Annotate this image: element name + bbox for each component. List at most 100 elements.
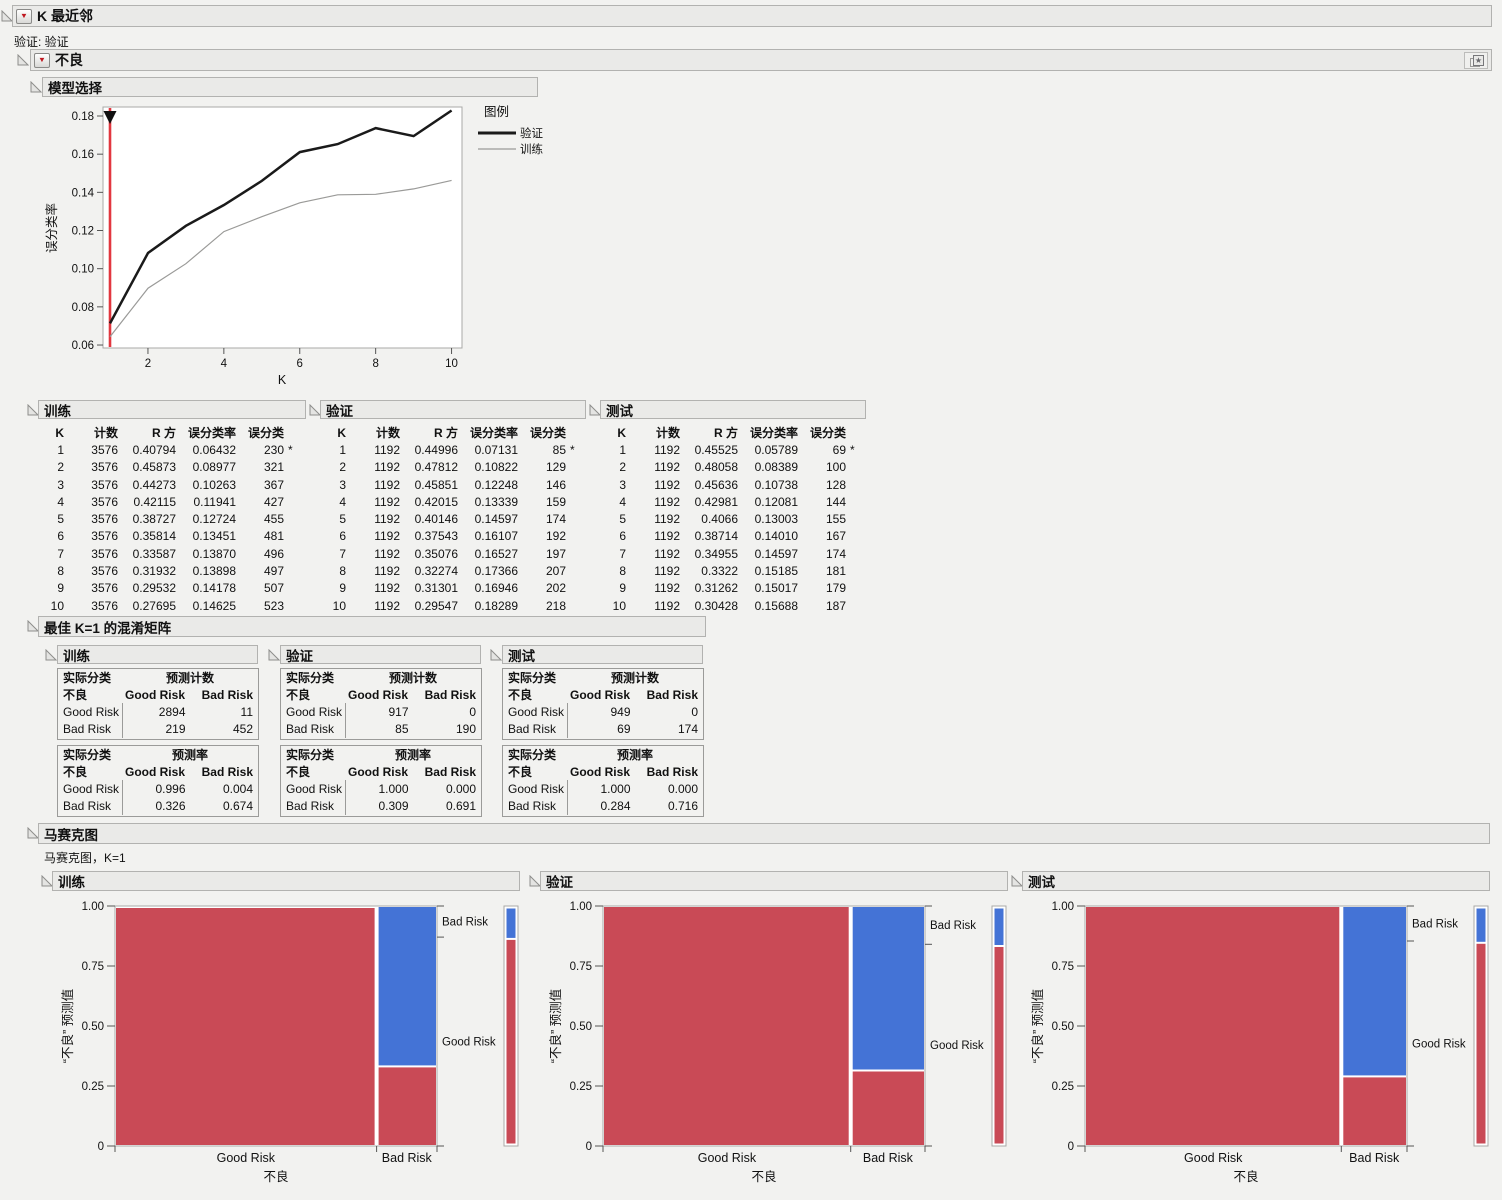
cell: 0.38714 xyxy=(694,529,738,544)
margin-segment-bad-risk[interactable] xyxy=(506,908,516,938)
section-title: 验证 xyxy=(326,403,353,419)
disclosure-open-icon[interactable] xyxy=(27,404,39,416)
table-row: 1 3576 0.40794 0.06432 230 * xyxy=(28,441,300,458)
cell: 0.44996 xyxy=(414,442,458,457)
margin-segment-good-risk[interactable] xyxy=(994,947,1004,1144)
red-triangle-menu-button[interactable]: ▼ xyxy=(16,8,32,24)
selected-k-marker[interactable] xyxy=(103,111,117,124)
mosaic-plot-validation: 1.00 0.75 0.50 0.25 0 Good Risk Bad Risk 不良 “不良”… xyxy=(540,898,1008,1190)
cell: 0.27695 xyxy=(132,598,176,613)
table-row: 4 1192 0.42981 0.12081 144 xyxy=(590,493,862,510)
column-header: R 方 xyxy=(433,426,458,441)
table-row: 5 3576 0.38727 0.12724 455 xyxy=(28,510,300,527)
cell: 0.14625 xyxy=(192,598,236,613)
row-label: Bad Risk xyxy=(508,799,557,814)
mosaic-segment-good-risk[interactable] xyxy=(604,907,849,1145)
cell: 7 xyxy=(339,546,346,561)
margin-segment-good-risk[interactable] xyxy=(1476,943,1486,1144)
disclosure-open-icon[interactable] xyxy=(490,649,502,661)
y-tick-label: 0.08 xyxy=(72,302,94,314)
cell: 192 xyxy=(545,529,566,544)
cell: 0.716 xyxy=(667,799,698,814)
x-category-label: Good Risk xyxy=(1184,1151,1243,1165)
mosaic-segment-good-risk[interactable] xyxy=(852,1071,924,1146)
table-row: 5 1192 0.4066 0.13003 155 xyxy=(590,510,862,527)
predicted-header: 预测率 xyxy=(171,748,208,763)
cell: 85 xyxy=(552,442,566,457)
column-header: 误分类 xyxy=(809,426,846,441)
favorites-button[interactable]: ★ xyxy=(1464,52,1488,69)
cell: 0.42115 xyxy=(133,494,177,509)
mosaic-segment-good-risk[interactable] xyxy=(1343,1077,1406,1145)
disclosure-open-icon[interactable] xyxy=(27,827,39,839)
actual-label: 实际分类 xyxy=(63,671,112,686)
table-row: 7 3576 0.33587 0.13870 496 xyxy=(28,545,300,562)
disclosure-open-icon[interactable] xyxy=(30,81,42,93)
mosaic-segment-bad-risk[interactable] xyxy=(1343,907,1406,1076)
mosaic-segment-good-risk[interactable] xyxy=(116,908,375,1145)
margin-segment-good-risk[interactable] xyxy=(506,939,516,1144)
row-label: Bad Risk xyxy=(63,799,112,814)
column-header: K xyxy=(617,425,626,440)
cell: 0.18289 xyxy=(474,598,518,613)
mosaic-segment-good-risk[interactable] xyxy=(1086,907,1340,1145)
disclosure-open-icon[interactable] xyxy=(268,649,280,661)
y-axis-title: 误分类率 xyxy=(44,203,59,253)
confusion-training-title-bar: 训练 xyxy=(57,645,258,664)
disclosure-open-icon[interactable] xyxy=(27,620,39,632)
cell: 9 xyxy=(57,581,64,596)
disclosure-open-icon[interactable] xyxy=(17,54,29,66)
table-header-row: 不良 Good Risk Bad Risk xyxy=(58,763,258,780)
ktable-validation: K 计数 R 方误分类率 误分类 1 1192 0.44996 0.07131 85 * 2 1192… xyxy=(310,424,582,614)
mosaic-segment-bad-risk[interactable] xyxy=(852,907,924,1070)
cell: 3576 xyxy=(91,598,118,613)
y-tick-label: 1.00 xyxy=(570,901,592,913)
red-triangle-menu-button[interactable]: ▼ xyxy=(34,52,50,68)
cell: 0.12248 xyxy=(474,477,518,492)
table-row: 4 1192 0.42015 0.13339 159 xyxy=(310,493,582,510)
disclosure-open-icon[interactable] xyxy=(589,404,601,416)
cell: 129 xyxy=(545,460,566,475)
cell: 3576 xyxy=(91,512,118,527)
table-row: Good Risk 1.000 0.000 xyxy=(503,780,703,798)
cell: * xyxy=(288,442,293,457)
cell: 179 xyxy=(825,581,846,596)
cell: 0.16527 xyxy=(474,546,518,561)
disclosure-open-icon[interactable] xyxy=(1,10,13,22)
table-row: 10 1192 0.30428 0.15688 187 xyxy=(590,597,862,614)
disclosure-open-icon[interactable] xyxy=(41,875,53,887)
table-row: 8 1192 0.32274 0.17366 207 xyxy=(310,562,582,579)
margin-segment-bad-risk[interactable] xyxy=(1476,908,1486,942)
cell: 917 xyxy=(388,704,409,719)
y-tick-label: 0.50 xyxy=(82,1021,104,1033)
cell: 1192 xyxy=(654,564,680,579)
table-row: Bad Risk 0.309 0.691 xyxy=(281,797,481,815)
cell: 0.10822 xyxy=(474,460,518,475)
table-row: Good Risk 1.000 0.000 xyxy=(281,780,481,798)
actual-label: 实际分类 xyxy=(286,748,335,763)
disclosure-open-icon[interactable] xyxy=(309,404,321,416)
margin-segment-bad-risk[interactable] xyxy=(994,908,1004,946)
confusion-training: 实际分类 预测计数 不良 Good Risk Bad Risk Good Risk 289… xyxy=(57,668,259,817)
cell: 9 xyxy=(619,581,626,596)
cell: 144 xyxy=(825,494,846,509)
cell: 1192 xyxy=(374,529,400,544)
disclosure-open-icon[interactable] xyxy=(45,649,57,661)
cell: 8 xyxy=(57,564,64,579)
ktable-test-title-bar: 测试 xyxy=(600,400,866,419)
table-row: 10 1192 0.29547 0.18289 218 xyxy=(310,597,582,614)
confusion-validation-title-bar: 验证 xyxy=(280,645,481,664)
table-row: 9 1192 0.31301 0.16946 202 xyxy=(310,580,582,597)
cell: 1 xyxy=(57,442,64,457)
disclosure-open-icon[interactable] xyxy=(529,875,541,887)
cell: 0.08389 xyxy=(754,460,798,475)
mosaic-segment-good-risk[interactable] xyxy=(378,1067,436,1145)
report-title-bar: ▼ K 最近邻 xyxy=(12,5,1492,27)
mosaic-segment-bad-risk[interactable] xyxy=(378,907,436,1066)
cell: 1192 xyxy=(374,442,400,457)
cell: 69 xyxy=(832,442,846,457)
cell: 496 xyxy=(263,546,284,561)
disclosure-open-icon[interactable] xyxy=(1011,875,1023,887)
cell: 0 xyxy=(691,704,698,719)
cell: 159 xyxy=(545,494,566,509)
